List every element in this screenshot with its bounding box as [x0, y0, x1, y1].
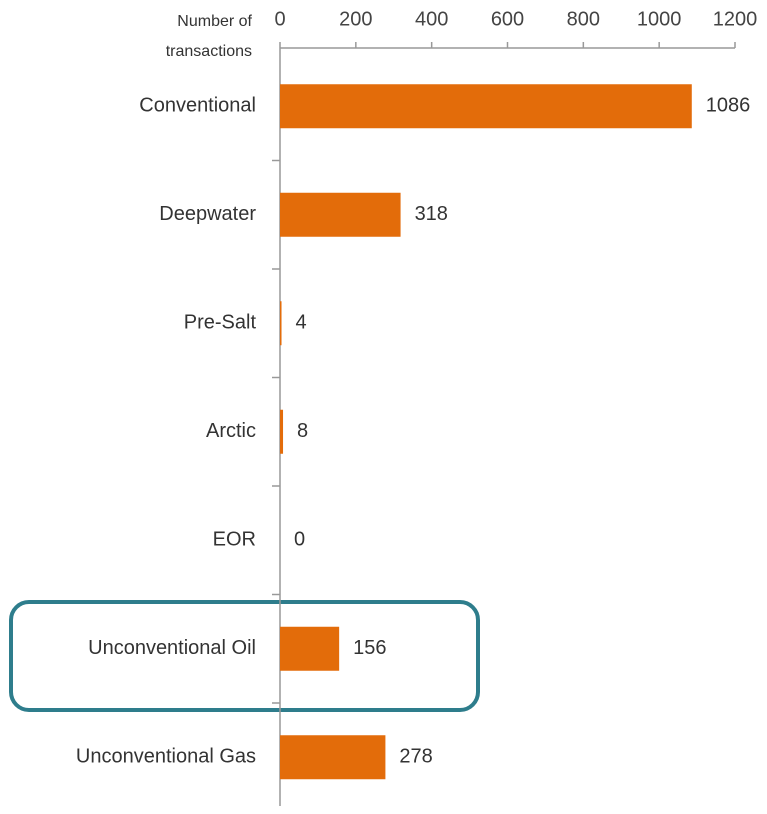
x-tick-label: 1200 [713, 8, 758, 30]
bar [280, 626, 340, 671]
x-tick-label: 0 [274, 8, 285, 30]
value-label: 156 [353, 637, 386, 659]
y-tick-label: Pre-Salt [184, 312, 257, 334]
x-tick-label: 400 [415, 8, 448, 30]
y-tick-label: Conventional [139, 95, 256, 117]
y-tick-label: Unconventional Oil [88, 637, 256, 659]
value-label: 0 [294, 529, 305, 551]
axis-label: transactions [166, 43, 252, 60]
y-tick-label: Deepwater [159, 203, 256, 225]
bar [280, 301, 282, 346]
x-tick-label: 1000 [637, 8, 682, 30]
bar [280, 735, 386, 780]
bar [280, 409, 284, 454]
x-tick-label: 600 [491, 8, 524, 30]
y-tick-label: EOR [213, 529, 256, 551]
y-tick-label: Arctic [206, 420, 256, 442]
y-tick-label: Unconventional Gas [76, 746, 256, 768]
x-tick-label: 800 [567, 8, 600, 30]
axis-label: Number of [177, 13, 252, 30]
x-tick-label: 200 [339, 8, 372, 30]
bar [280, 84, 692, 129]
value-label: 8 [297, 420, 308, 442]
highlight-box [9, 600, 480, 712]
bar [280, 192, 401, 237]
value-label: 318 [415, 203, 448, 225]
value-label: 4 [296, 312, 307, 334]
value-label: 278 [399, 746, 432, 768]
value-label: 1086 [706, 95, 751, 117]
